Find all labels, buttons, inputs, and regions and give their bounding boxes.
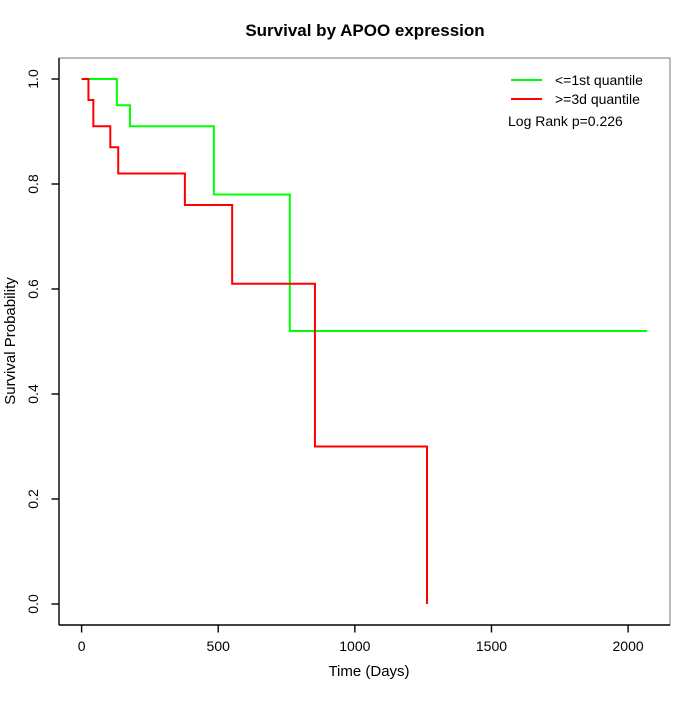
survival-curve-third-quantile: [81, 78, 428, 604]
y-axis-label: Survival Probability: [2, 277, 19, 405]
x-tick-label: 500: [207, 638, 231, 654]
x-axis-ticks: 0 500 1000 1500 2000: [78, 625, 644, 654]
x-tick-label: 2000: [613, 638, 644, 654]
y-tick-label: 1.0: [25, 69, 41, 89]
y-tick-label: 0.6: [25, 279, 41, 299]
y-axis-ticks: 0.0 0.2 0.4 0.6 0.8 1.0: [25, 69, 59, 614]
legend-label-first-quantile: <=1st quantile: [555, 72, 643, 88]
survival-curve-first-quantile: [81, 78, 648, 332]
plot-box: [58, 57, 671, 626]
y-tick-label: 0.2: [25, 489, 41, 509]
x-axis-label: Time (Days): [328, 663, 409, 680]
y-tick-label: 0.0: [25, 594, 41, 614]
y-tick-label: 0.8: [25, 174, 41, 194]
y-tick-label: 0.4: [25, 384, 41, 404]
survival-curves: [81, 78, 648, 604]
x-tick-label: 0: [78, 638, 86, 654]
chart-title: Survival by APOO expression: [245, 21, 484, 40]
x-tick-label: 1500: [476, 638, 507, 654]
legend: <=1st quantile >=3d quantile Log Rank p=…: [508, 72, 643, 129]
x-tick-label: 1000: [339, 638, 370, 654]
legend-label-third-quantile: >=3d quantile: [555, 91, 640, 107]
logrank-annotation: Log Rank p=0.226: [508, 113, 623, 129]
